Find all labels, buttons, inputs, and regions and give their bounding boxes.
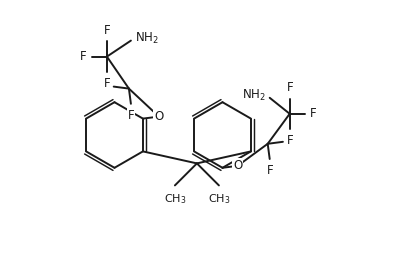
Text: CH$_3$: CH$_3$	[208, 193, 230, 206]
Text: F: F	[128, 109, 134, 122]
Text: NH$_2$: NH$_2$	[135, 31, 159, 46]
Text: F: F	[286, 134, 293, 147]
Text: F: F	[102, 80, 109, 93]
Text: CH$_3$: CH$_3$	[164, 193, 186, 206]
Text: F: F	[103, 77, 110, 90]
Text: F: F	[80, 50, 87, 63]
Text: F: F	[310, 107, 316, 120]
Text: F: F	[286, 81, 293, 94]
Text: F: F	[266, 164, 273, 177]
Text: O: O	[233, 159, 242, 172]
Text: F: F	[288, 135, 294, 148]
Text: NH$_2$: NH$_2$	[242, 88, 266, 103]
Text: F: F	[103, 24, 110, 37]
Text: O: O	[154, 110, 164, 123]
